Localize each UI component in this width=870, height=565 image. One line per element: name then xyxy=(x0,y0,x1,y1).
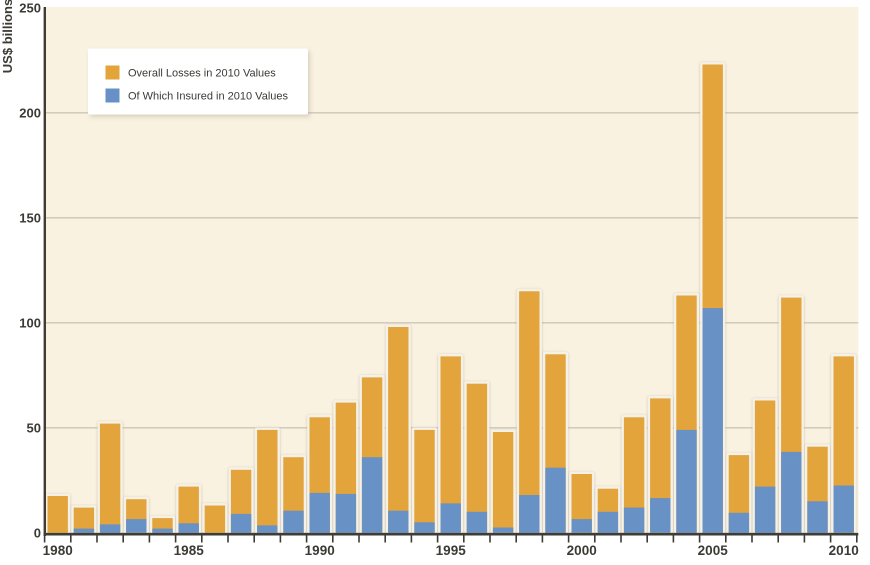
svg-text:50: 50 xyxy=(27,420,41,435)
svg-text:US$ billions: US$ billions xyxy=(0,0,15,73)
svg-text:Overall Losses in 2010 Values: Overall Losses in 2010 Values xyxy=(128,67,276,79)
svg-text:1995: 1995 xyxy=(436,543,467,558)
svg-text:2005: 2005 xyxy=(698,543,729,558)
svg-text:1990: 1990 xyxy=(305,543,335,558)
svg-text:250: 250 xyxy=(19,0,41,15)
svg-text:200: 200 xyxy=(19,105,41,120)
svg-text:2000: 2000 xyxy=(567,543,597,558)
svg-text:150: 150 xyxy=(19,210,41,225)
svg-text:0: 0 xyxy=(34,525,41,540)
svg-text:1980: 1980 xyxy=(43,543,73,558)
svg-text:1985: 1985 xyxy=(174,543,205,558)
svg-text:100: 100 xyxy=(19,315,41,330)
svg-text:2010: 2010 xyxy=(829,543,859,558)
svg-text:Of Which Insured in 2010 Value: Of Which Insured in 2010 Values xyxy=(128,90,288,102)
